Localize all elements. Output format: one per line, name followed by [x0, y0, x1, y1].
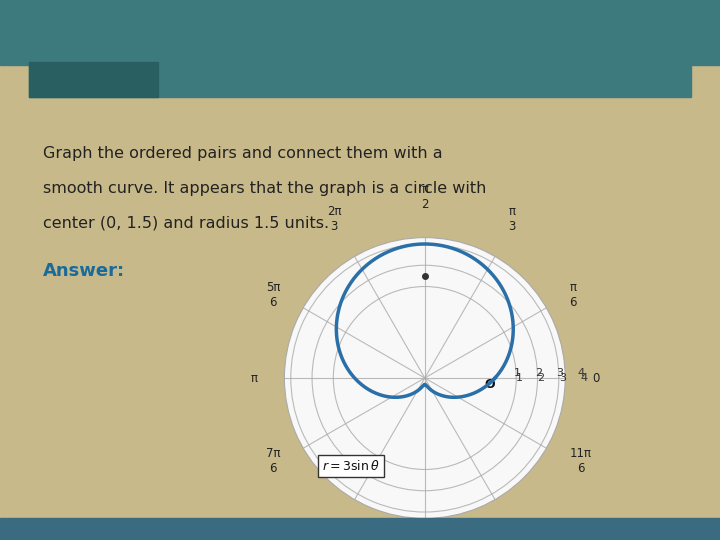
Text: π: π — [251, 372, 258, 384]
Text: Graph Polar Equations by Plotting Points: Graph Polar Equations by Plotting Points — [180, 50, 500, 64]
Text: 4: 4 — [577, 368, 585, 378]
Text: 1: 1 — [514, 368, 521, 378]
Text: 9-2: 9-2 — [39, 39, 71, 58]
Text: 11π
6: 11π 6 — [570, 448, 591, 476]
Text: 1: 1 — [516, 373, 523, 383]
Text: π
6: π 6 — [570, 280, 577, 308]
Text: 5π
6: 5π 6 — [266, 280, 280, 308]
Text: Graphs of Polar Equations: Graphs of Polar Equations — [474, 14, 698, 29]
Text: 4: 4 — [580, 373, 588, 383]
Text: LESSON: LESSON — [39, 21, 88, 31]
Text: π
2: π 2 — [421, 183, 428, 211]
Text: 5π
3: 5π 3 — [508, 523, 523, 540]
Text: Graph the ordered pairs and connect them with a: Graph the ordered pairs and connect them… — [43, 146, 443, 161]
Text: 7π
6: 7π 6 — [266, 448, 280, 476]
Text: 3: 3 — [557, 368, 563, 378]
Text: 2: 2 — [538, 373, 544, 383]
Text: 2: 2 — [535, 368, 542, 378]
Text: 0: 0 — [592, 372, 599, 384]
Text: EXAMPLE 1: EXAMPLE 1 — [50, 50, 138, 64]
Text: $r = 3\sin\theta$: $r = 3\sin\theta$ — [322, 459, 380, 473]
Text: Answer:: Answer: — [43, 262, 125, 280]
Text: 2π
3: 2π 3 — [327, 205, 341, 233]
Text: smooth curve. It appears that the graph is a circle with: smooth curve. It appears that the graph … — [43, 181, 487, 196]
Text: O: O — [485, 378, 495, 391]
Text: π
3: π 3 — [508, 205, 516, 233]
Text: 4π
3: 4π 3 — [327, 523, 341, 540]
Text: 3: 3 — [559, 373, 566, 383]
Text: center (0, 1.5) and radius 1.5 units.: center (0, 1.5) and radius 1.5 units. — [43, 216, 329, 231]
